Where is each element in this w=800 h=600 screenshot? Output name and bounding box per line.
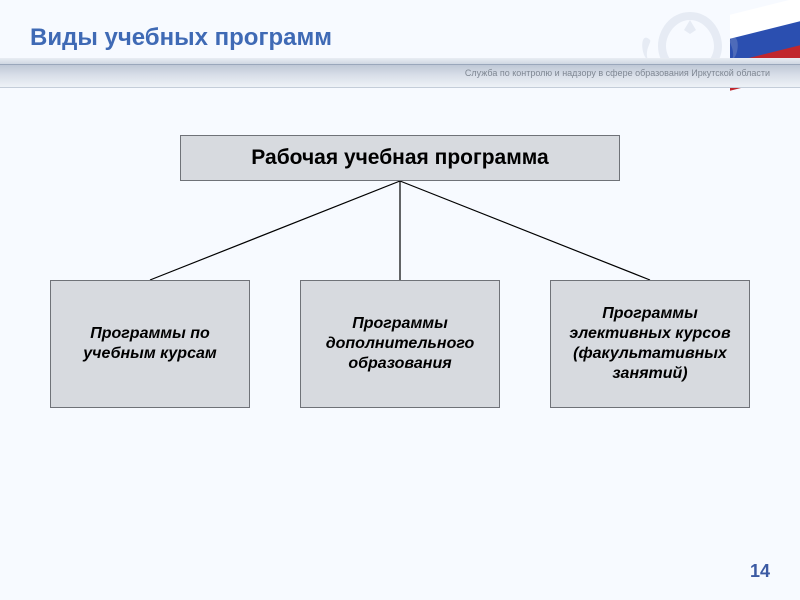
page-title: Виды учебных программ [30,24,332,52]
subtitle: Служба по контролю и надзору в сфере обр… [465,68,770,78]
diagram-child-node-2: Программы дополнительного образования [300,280,500,408]
diagram-root-node: Рабочая учебная программа [180,135,620,181]
slide: Виды учебных программ Служба по контролю… [0,0,800,600]
diagram-child-node-3: Программы элективных курсов (факультатив… [550,280,750,408]
diagram-child-node-1: Программы по учебным курсам [50,280,250,408]
page-number: 14 [750,561,770,582]
